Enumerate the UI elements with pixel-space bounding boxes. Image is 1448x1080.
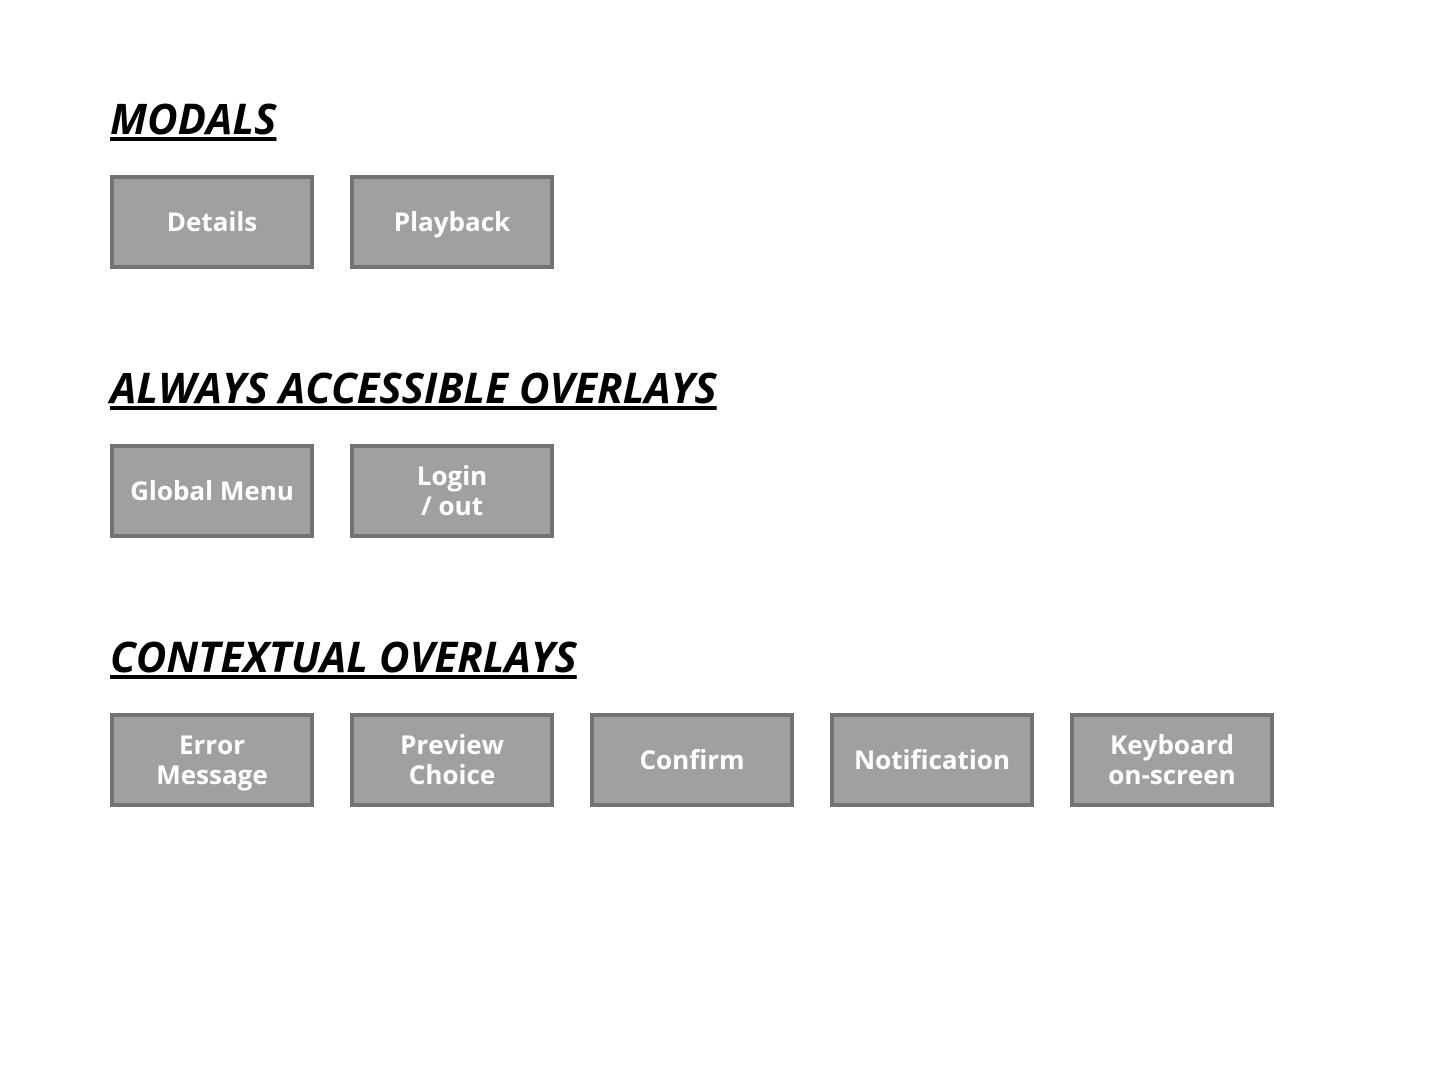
section-modals: MODALS Details Playback: [110, 90, 1448, 269]
box-label: Keyboard on-screen: [1108, 730, 1235, 790]
section-always-accessible: ALWAYS ACCESSIBLE OVERLAYS Global Menu L…: [110, 359, 1448, 538]
heading-modals: MODALS: [110, 90, 1448, 147]
box-row-modals: Details Playback: [110, 175, 1448, 269]
box-details: Details: [110, 175, 314, 269]
box-row-contextual: Error Message Preview Choice Confirm Not…: [110, 713, 1448, 807]
box-login-out: Login / out: [350, 444, 554, 538]
box-playback: Playback: [350, 175, 554, 269]
box-label: Notification: [854, 745, 1010, 775]
box-preview-choice: Preview Choice: [350, 713, 554, 807]
box-label: Playback: [394, 207, 510, 237]
box-error-message: Error Message: [110, 713, 314, 807]
box-keyboard-onscreen: Keyboard on-screen: [1070, 713, 1274, 807]
box-label: Error Message: [156, 730, 267, 790]
box-label: Details: [167, 207, 257, 237]
box-label: Preview Choice: [400, 730, 504, 790]
box-confirm: Confirm: [590, 713, 794, 807]
heading-always-accessible: ALWAYS ACCESSIBLE OVERLAYS: [110, 359, 1448, 416]
section-contextual: CONTEXTUAL OVERLAYS Error Message Previe…: [110, 628, 1448, 807]
box-label: Confirm: [639, 745, 744, 775]
page-root: MODALS Details Playback ALWAYS ACCESSIBL…: [0, 0, 1448, 807]
box-global-menu: Global Menu: [110, 444, 314, 538]
box-row-always: Global Menu Login / out: [110, 444, 1448, 538]
box-notification: Notification: [830, 713, 1034, 807]
box-label: Global Menu: [130, 476, 294, 506]
box-label: Login / out: [417, 461, 488, 521]
heading-contextual: CONTEXTUAL OVERLAYS: [110, 628, 1448, 685]
